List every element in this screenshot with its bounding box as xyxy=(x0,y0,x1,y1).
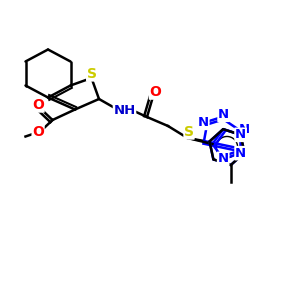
Text: N: N xyxy=(218,108,229,122)
Text: O: O xyxy=(149,85,161,99)
Text: N: N xyxy=(239,122,250,136)
Text: O: O xyxy=(32,125,44,139)
Text: N: N xyxy=(235,147,246,160)
Text: N: N xyxy=(235,128,246,141)
Text: S: S xyxy=(184,125,194,139)
Text: S: S xyxy=(87,67,97,80)
Text: O: O xyxy=(32,98,44,112)
Text: N: N xyxy=(198,116,209,130)
Text: N: N xyxy=(218,152,229,165)
Text: NH: NH xyxy=(113,103,136,117)
